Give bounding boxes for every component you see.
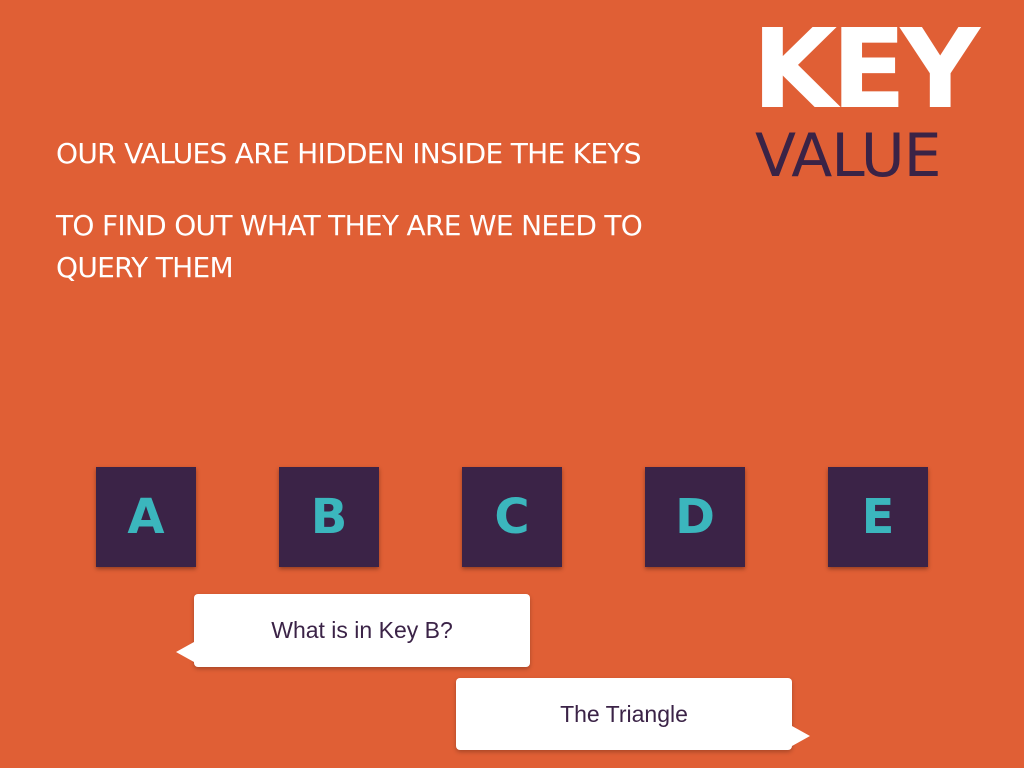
key-letter: E [861, 489, 895, 545]
intro-line-3: QUERY THEM [56, 251, 234, 284]
question-bubble: What is in Key B? [176, 594, 530, 667]
key-letter: A [127, 489, 165, 545]
key-box-e: E [828, 467, 928, 567]
key-letter: D [675, 489, 715, 545]
question-text: What is in Key B? [271, 617, 453, 643]
key-box-a: A [96, 467, 196, 567]
intro-line-2: TO FIND OUT WHAT THEY ARE WE NEED TO [56, 209, 643, 242]
answer-text: The Triangle [560, 701, 688, 727]
key-letter: B [310, 489, 348, 545]
key-box-c: C [462, 467, 562, 567]
intro-line-1: OUR VALUES ARE HIDDEN INSIDE THE KEYS [56, 137, 642, 170]
title-key: KEY [752, 5, 980, 133]
key-letter: C [494, 489, 530, 545]
key-box-d: D [645, 467, 745, 567]
title-value: VALUE [755, 121, 942, 191]
answer-bubble: The Triangle [456, 678, 810, 750]
key-box-b: B [279, 467, 379, 567]
